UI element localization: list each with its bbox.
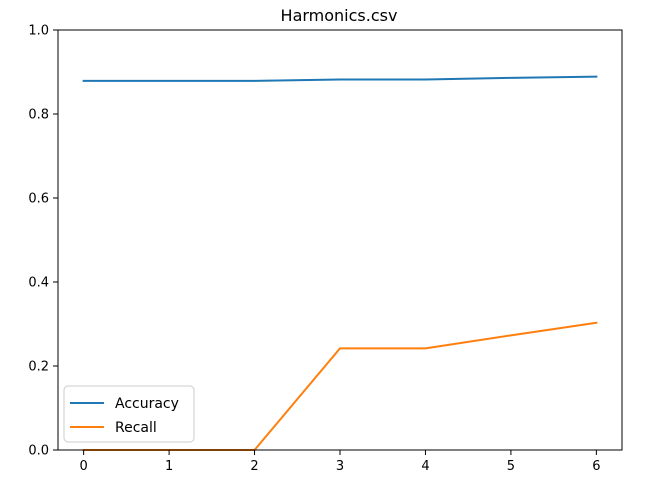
- series-line-accuracy: [82, 75, 598, 82]
- y-tick-label: 0.6: [28, 192, 49, 207]
- y-tick-label: 1.0: [28, 24, 49, 39]
- y-tick-label: 0.2: [28, 360, 49, 375]
- x-axis: 0 1 2 3 4 5 6: [79, 450, 601, 474]
- x-tick-label: 5: [507, 459, 515, 474]
- x-tick-label: 2: [250, 459, 258, 474]
- x-tick-label: 4: [421, 459, 429, 474]
- legend-label-recall: Recall: [115, 420, 157, 436]
- legend-label-accuracy: Accuracy: [115, 396, 179, 412]
- x-tick-label: 1: [165, 459, 173, 474]
- chart-title: Harmonics.csv: [281, 6, 398, 25]
- x-tick-label: 6: [592, 459, 600, 474]
- y-tick-label: 0.8: [28, 108, 49, 123]
- y-tick-label: 0.0: [28, 444, 49, 459]
- y-axis: 0.0 0.2 0.4 0.6 0.8 1.0: [28, 24, 58, 459]
- x-tick-label: 0: [79, 459, 87, 474]
- x-tick-label: 3: [336, 459, 344, 474]
- y-tick-label: 0.4: [28, 276, 49, 291]
- legend: Accuracy Recall: [63, 385, 195, 443]
